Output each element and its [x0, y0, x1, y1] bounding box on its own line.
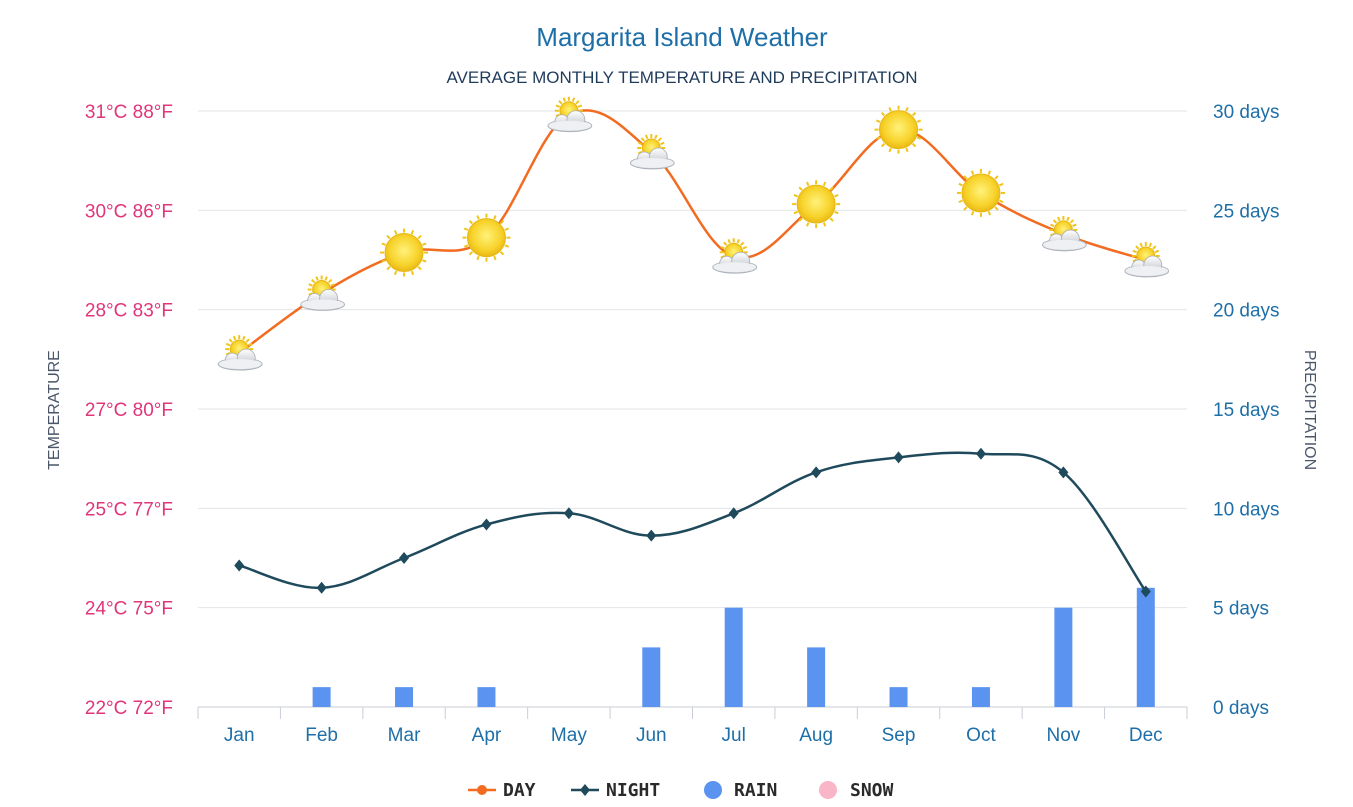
night-point — [399, 552, 410, 564]
night-point — [481, 518, 492, 531]
rain-bar — [971, 687, 990, 707]
partly-cloudy-sun-icon — [712, 238, 758, 274]
left-tick-label: 24°C 75°F — [85, 599, 173, 620]
x-tick-label: Jan — [224, 725, 255, 746]
night-point — [728, 507, 739, 520]
x-tick-label: Aug — [799, 725, 833, 746]
legend-label-day: DAY — [503, 780, 536, 801]
rain-bars — [312, 587, 1155, 707]
night-point — [975, 447, 986, 460]
legend-label-snow: SNOW — [850, 780, 894, 801]
day-series-line — [238, 109, 1147, 355]
night-point — [234, 559, 245, 572]
partly-cloudy-sun-icon — [1041, 215, 1087, 252]
legend: DAY NIGHT RAIN SNOW — [468, 780, 894, 801]
x-tick-label: May — [551, 725, 587, 746]
rain-bar — [312, 687, 331, 707]
left-tick-label: 22°C 72°F — [85, 698, 173, 719]
rain-bar — [395, 687, 414, 707]
right-axis-label: PRECIPITATION — [1301, 350, 1318, 470]
legend-item-snow: SNOW — [819, 780, 894, 801]
x-axis-ticks: Jan Feb Mar Apr May Jun Jul Aug Sep Oct Nov Dec — [224, 725, 1163, 746]
weather-icons — [217, 96, 1170, 371]
right-tick-label: 25 days — [1213, 201, 1280, 222]
left-tick-label: 27°C 80°F — [85, 400, 173, 421]
gridlines — [198, 110, 1187, 609]
x-tick-label: Jun — [636, 725, 667, 746]
x-tick-label: Mar — [388, 725, 421, 746]
left-tick-label: 31°C 88°F — [85, 102, 173, 123]
x-tick-label: Dec — [1129, 725, 1163, 746]
right-tick-label: 20 days — [1213, 301, 1280, 322]
sun-icon — [874, 105, 923, 154]
night-point — [893, 451, 904, 464]
night-point — [1140, 585, 1151, 598]
right-axis-ticks: 30 days 25 days 20 days 15 days 10 days 5 day… — [1213, 102, 1280, 719]
right-tick-label: 30 days — [1213, 102, 1280, 123]
sun-icon — [462, 213, 511, 262]
right-tick-label: 5 days — [1213, 599, 1269, 620]
night-point — [811, 466, 822, 479]
night-point — [316, 581, 327, 594]
left-tick-label: 28°C 83°F — [85, 301, 173, 322]
rain-bar — [642, 647, 661, 707]
left-tick-label: 30°C 86°F — [85, 201, 173, 222]
x-tick-label: Jul — [722, 725, 746, 746]
rain-bar — [1054, 607, 1073, 707]
left-tick-label: 25°C 77°F — [85, 499, 173, 520]
night-point — [563, 507, 574, 520]
x-tick-label: Feb — [305, 725, 338, 746]
x-tick-label: Sep — [882, 725, 916, 746]
rain-bar — [477, 687, 496, 707]
right-tick-label: 10 days — [1213, 499, 1280, 520]
night-point — [1058, 466, 1069, 479]
legend-item-day: DAY — [468, 780, 536, 801]
left-axis-ticks: 31°C 88°F 30°C 86°F 28°C 83°F 27°C 80°F 25°C… — [85, 102, 173, 719]
partly-cloudy-sun-icon — [217, 335, 263, 371]
sun-icon — [956, 168, 1005, 217]
left-axis-label: TEMPERATURE — [46, 350, 63, 470]
legend-label-night: NIGHT — [606, 780, 660, 801]
temperature-lines — [234, 109, 1151, 598]
partly-cloudy-sun-icon — [629, 133, 675, 170]
x-tick-label: Apr — [472, 725, 502, 746]
rain-bar — [807, 647, 826, 707]
chart-title: Margarita Island Weather — [536, 22, 828, 52]
legend-item-rain: RAIN — [704, 780, 777, 801]
night-series-line — [238, 451, 1147, 593]
partly-cloudy-sun-icon — [1124, 242, 1170, 278]
rain-bar — [889, 687, 908, 707]
legend-item-night: NIGHT — [571, 780, 660, 801]
rain-bar — [1136, 587, 1155, 707]
x-axis — [197, 706, 1188, 719]
partly-cloudy-sun-icon — [547, 96, 593, 133]
partly-cloudy-sun-icon — [300, 275, 346, 311]
right-tick-label: 0 days — [1213, 698, 1269, 719]
x-tick-label: Oct — [966, 725, 996, 746]
night-point — [646, 529, 657, 542]
chart-subtitle: AVERAGE MONTHLY TEMPERATURE AND PRECIPIT… — [446, 68, 917, 87]
x-tick-label: Nov — [1046, 725, 1080, 746]
sun-icon — [380, 228, 429, 277]
legend-label-rain: RAIN — [734, 780, 777, 801]
rain-bar — [724, 607, 743, 707]
right-tick-label: 15 days — [1213, 400, 1280, 421]
sun-icon — [792, 180, 841, 229]
